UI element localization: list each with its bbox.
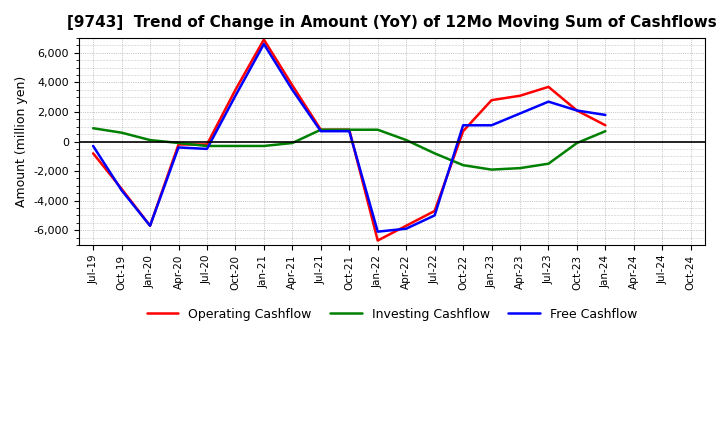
Free Cashflow [202, 146, 211, 151]
Investing Cashflow [117, 130, 126, 136]
Y-axis label: Amount (million yen): Amount (million yen) [15, 76, 28, 207]
Free Cashflow [459, 123, 467, 128]
Operating Cashflow [572, 108, 581, 113]
Investing Cashflow [516, 165, 524, 171]
Free Cashflow [288, 87, 297, 92]
Investing Cashflow [402, 137, 410, 143]
Free Cashflow [516, 111, 524, 116]
Operating Cashflow [345, 127, 354, 132]
Line: Investing Cashflow: Investing Cashflow [93, 128, 606, 169]
Operating Cashflow [117, 186, 126, 191]
Free Cashflow [544, 99, 553, 104]
Investing Cashflow [202, 143, 211, 149]
Operating Cashflow [231, 87, 240, 92]
Operating Cashflow [544, 84, 553, 89]
Operating Cashflow [202, 142, 211, 147]
Free Cashflow [431, 213, 439, 218]
Free Cashflow [317, 128, 325, 134]
Investing Cashflow [544, 161, 553, 166]
Legend: Operating Cashflow, Investing Cashflow, Free Cashflow: Operating Cashflow, Investing Cashflow, … [142, 303, 642, 326]
Free Cashflow [89, 143, 97, 149]
Investing Cashflow [174, 140, 183, 146]
Operating Cashflow [487, 98, 496, 103]
Investing Cashflow [572, 140, 581, 146]
Investing Cashflow [459, 162, 467, 168]
Investing Cashflow [145, 137, 154, 143]
Free Cashflow [260, 41, 269, 47]
Investing Cashflow [89, 125, 97, 131]
Investing Cashflow [601, 128, 610, 134]
Free Cashflow [117, 187, 126, 193]
Operating Cashflow [459, 128, 467, 134]
Operating Cashflow [145, 223, 154, 228]
Investing Cashflow [288, 140, 297, 146]
Investing Cashflow [374, 127, 382, 132]
Operating Cashflow [89, 151, 97, 156]
Free Cashflow [145, 223, 154, 228]
Free Cashflow [345, 128, 354, 134]
Operating Cashflow [174, 142, 183, 147]
Operating Cashflow [317, 127, 325, 132]
Operating Cashflow [516, 93, 524, 99]
Investing Cashflow [487, 167, 496, 172]
Free Cashflow [374, 229, 382, 234]
Investing Cashflow [345, 127, 354, 132]
Operating Cashflow [260, 37, 269, 42]
Investing Cashflow [317, 127, 325, 132]
Title: [9743]  Trend of Change in Amount (YoY) of 12Mo Moving Sum of Cashflows: [9743] Trend of Change in Amount (YoY) o… [67, 15, 717, 30]
Line: Free Cashflow: Free Cashflow [93, 44, 606, 231]
Investing Cashflow [260, 143, 269, 149]
Operating Cashflow [288, 83, 297, 88]
Free Cashflow [231, 93, 240, 99]
Free Cashflow [487, 123, 496, 128]
Investing Cashflow [231, 143, 240, 149]
Line: Operating Cashflow: Operating Cashflow [93, 40, 606, 241]
Free Cashflow [601, 112, 610, 117]
Operating Cashflow [402, 223, 410, 228]
Operating Cashflow [374, 238, 382, 243]
Free Cashflow [572, 108, 581, 113]
Free Cashflow [402, 226, 410, 231]
Free Cashflow [174, 145, 183, 150]
Operating Cashflow [431, 208, 439, 213]
Investing Cashflow [431, 151, 439, 156]
Operating Cashflow [601, 123, 610, 128]
